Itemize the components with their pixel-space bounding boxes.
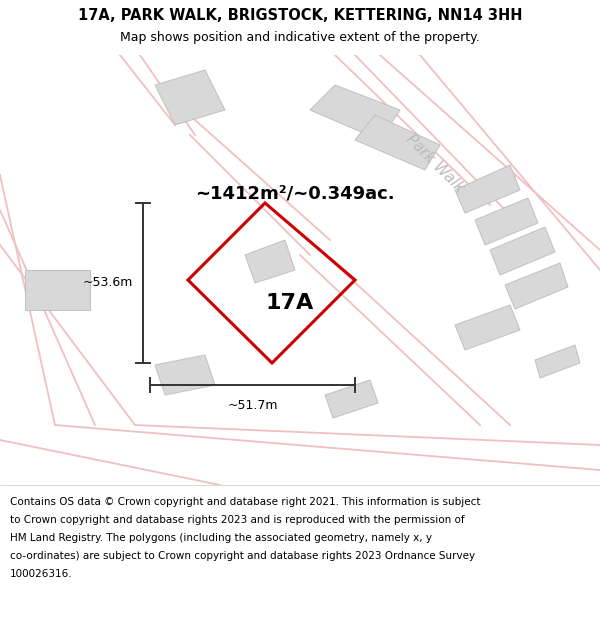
Polygon shape: [245, 240, 295, 283]
Text: Park Walk: Park Walk: [403, 131, 467, 195]
Polygon shape: [355, 115, 440, 170]
Text: ~1412m²/~0.349ac.: ~1412m²/~0.349ac.: [195, 184, 395, 202]
Polygon shape: [25, 270, 90, 310]
Text: to Crown copyright and database rights 2023 and is reproduced with the permissio: to Crown copyright and database rights 2…: [10, 515, 464, 525]
Polygon shape: [535, 345, 580, 378]
Polygon shape: [455, 165, 520, 213]
Polygon shape: [475, 198, 538, 245]
Polygon shape: [310, 85, 400, 140]
Text: ~51.7m: ~51.7m: [227, 399, 278, 412]
Polygon shape: [505, 263, 568, 309]
Text: ~53.6m: ~53.6m: [83, 276, 133, 289]
Polygon shape: [325, 380, 378, 418]
Text: Contains OS data © Crown copyright and database right 2021. This information is : Contains OS data © Crown copyright and d…: [10, 497, 481, 507]
Polygon shape: [490, 227, 555, 275]
Text: Map shows position and indicative extent of the property.: Map shows position and indicative extent…: [120, 31, 480, 44]
Text: co-ordinates) are subject to Crown copyright and database rights 2023 Ordnance S: co-ordinates) are subject to Crown copyr…: [10, 551, 475, 561]
Polygon shape: [155, 70, 225, 125]
Text: 17A, PARK WALK, BRIGSTOCK, KETTERING, NN14 3HH: 17A, PARK WALK, BRIGSTOCK, KETTERING, NN…: [78, 8, 522, 22]
Text: 17A: 17A: [266, 293, 314, 313]
Text: 100026316.: 100026316.: [10, 569, 73, 579]
Polygon shape: [455, 305, 520, 350]
Text: HM Land Registry. The polygons (including the associated geometry, namely x, y: HM Land Registry. The polygons (includin…: [10, 533, 432, 543]
Polygon shape: [155, 355, 215, 395]
